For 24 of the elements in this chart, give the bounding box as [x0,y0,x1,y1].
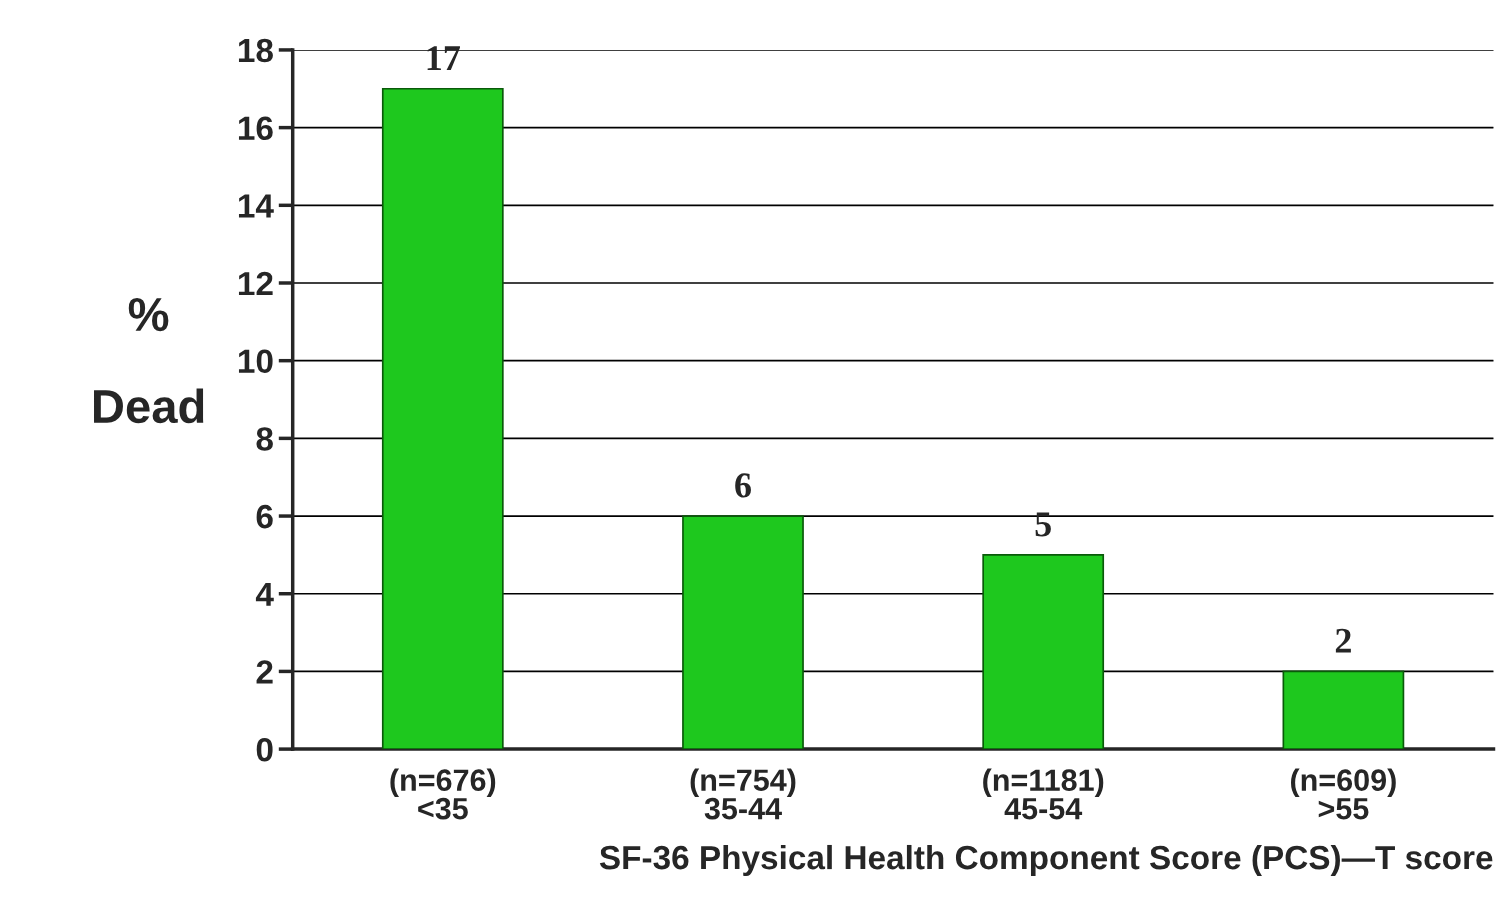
bar [682,515,804,750]
bar [1282,670,1405,750]
data-label: 5 [1035,512,1051,537]
x-tick-label: (n=754) 35-44 [690,768,796,820]
x-tick-label: (n=1181) 45-54 [983,768,1104,820]
y-tick-label: 12 [238,271,273,296]
y-tick-label: 6 [256,504,273,529]
text: % Dead [94,297,204,424]
y-tick-label: 16 [238,116,273,141]
y-tick-label: 10 [238,349,273,374]
bar [381,87,504,750]
y-tick-label: 0 [256,737,273,762]
data-label: 17 [427,46,460,70]
y-tick-label: 4 [255,582,274,606]
y-tick-label: 14 [238,194,274,218]
x-tick-label: (n=609) >55 [1291,768,1396,820]
x-tick-label: (n=676) <35 [390,768,496,820]
y-tick-label: 2 [256,660,273,684]
y-tick-label: 18 [238,38,273,63]
bar [982,554,1105,750]
y-tick-label: 8 [256,427,273,451]
data-label: 6 [735,473,751,498]
x-axis-title: SF-36 Physical Health Component Score (PCS)—T score [599,844,1493,877]
data-label: 2 [1335,628,1351,653]
